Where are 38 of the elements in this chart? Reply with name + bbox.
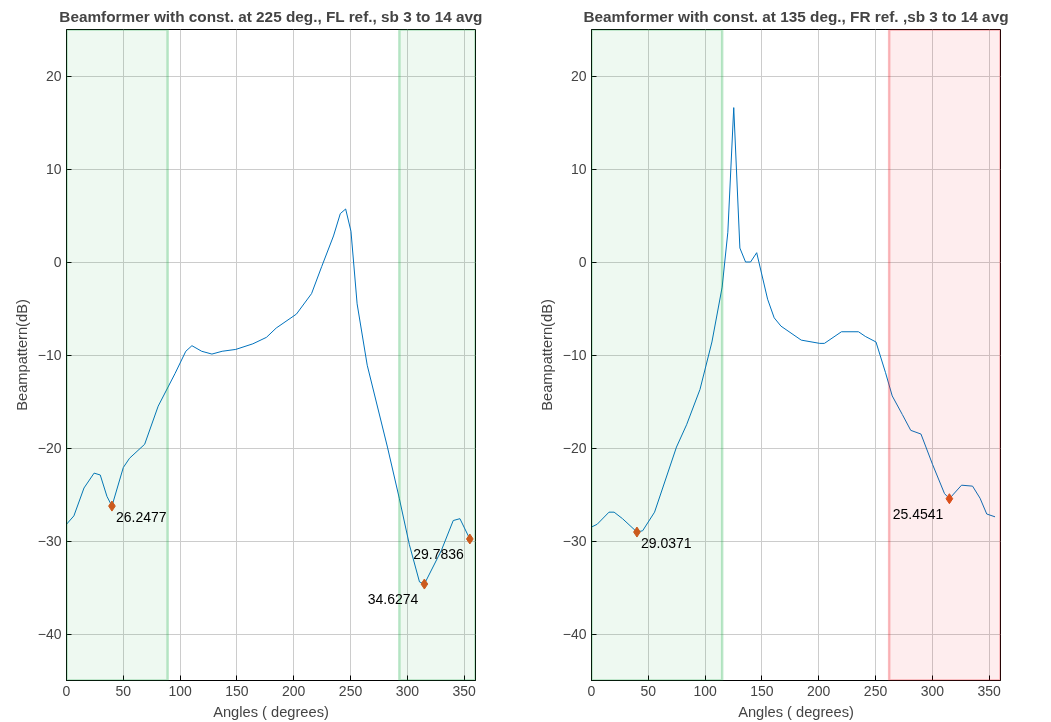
annotation: 26.2477	[115, 509, 167, 526]
x-tick-label: 100	[693, 682, 717, 699]
chart-title: Beamformer with const. at 225 deg., FL ref., sb 3 to 14 avg	[59, 7, 483, 25]
x-tick-label: 100	[168, 682, 192, 699]
x-axis-title: Angles ( degrees)	[738, 703, 854, 720]
y-tick-label: 10	[45, 161, 62, 177]
y-tick-label: −40	[562, 626, 587, 642]
y-tick-label: 20	[45, 68, 62, 84]
x-tick-label: 250	[338, 682, 363, 699]
x-tick-label: 200	[282, 682, 306, 699]
y-tick-label: −10	[562, 347, 587, 363]
x-tick-label: 50	[115, 682, 132, 699]
x-tick-label: 150	[225, 682, 249, 699]
chart-title: Beamformer with const. at 135 deg., FR ref. ,sb 3 to 14 avg	[583, 7, 1009, 25]
y-tick-label: −10	[37, 347, 62, 363]
y-tick-label: −30	[37, 533, 62, 549]
annotation: 34.6274	[367, 591, 419, 608]
x-tick-label: 300	[395, 682, 420, 699]
x-tick-label: 300	[920, 682, 945, 699]
y-tick-label: −40	[37, 626, 62, 642]
y-tick-label: 20	[570, 68, 587, 84]
y-tick-label: −20	[562, 440, 587, 456]
y-tick-label: 10	[570, 161, 587, 177]
x-tick-label: 350	[452, 682, 477, 699]
x-tick-label: 200	[807, 682, 831, 699]
y-axis-title: Beampattern(dB)	[13, 299, 30, 411]
annotation: 25.4541	[892, 505, 944, 522]
x-tick-label: 350	[977, 682, 1002, 699]
y-tick-label: −20	[37, 440, 62, 456]
x-tick-label: 50	[640, 682, 657, 699]
y-tick-label: −30	[562, 533, 587, 549]
x-tick-label: 250	[863, 682, 888, 699]
annotation: 29.0371	[640, 535, 692, 552]
x-axis-title: Angles ( degrees)	[213, 703, 329, 720]
y-tick-label: 0	[578, 254, 587, 270]
y-tick-label: 0	[53, 254, 62, 270]
y-axis-title: Beampattern(dB)	[538, 299, 555, 411]
x-tick-label: 150	[750, 682, 774, 699]
